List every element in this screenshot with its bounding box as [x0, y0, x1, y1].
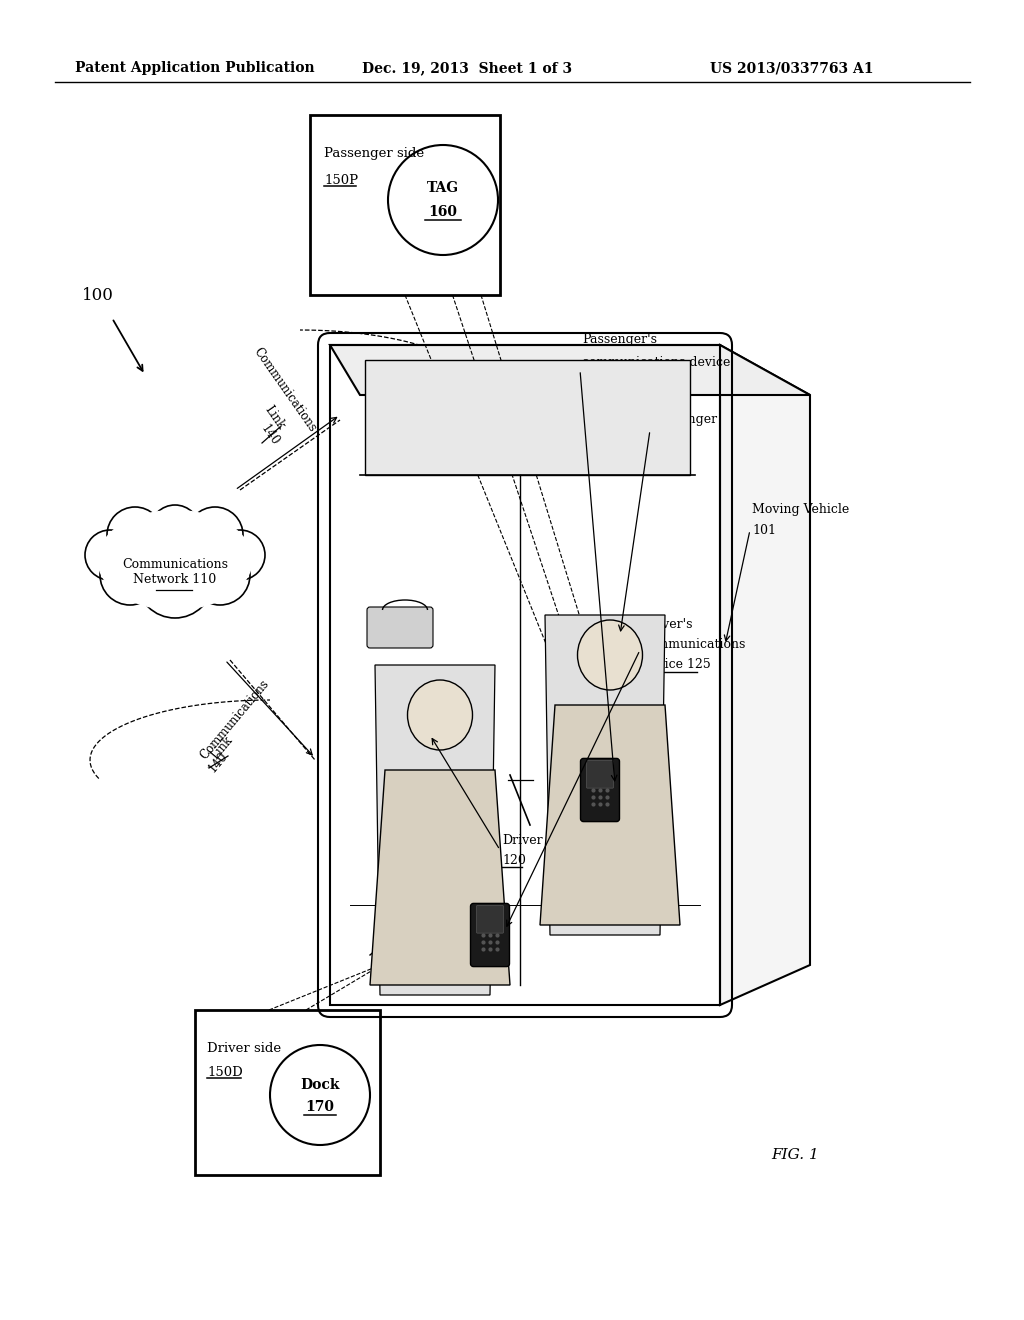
Circle shape [150, 506, 200, 554]
Circle shape [187, 507, 243, 564]
Circle shape [388, 145, 498, 255]
Text: device 125: device 125 [642, 659, 711, 672]
Circle shape [215, 531, 265, 579]
Text: 130: 130 [652, 433, 676, 446]
Text: 170: 170 [305, 1100, 335, 1114]
Text: Moving Vehicle: Moving Vehicle [752, 503, 849, 516]
Text: FIG. 1: FIG. 1 [771, 1148, 819, 1162]
Text: 101: 101 [752, 524, 776, 536]
Text: Passenger side: Passenger side [324, 147, 424, 160]
Polygon shape [375, 665, 495, 995]
Ellipse shape [98, 511, 252, 610]
Text: Dec. 19, 2013  Sheet 1 of 3: Dec. 19, 2013 Sheet 1 of 3 [362, 61, 572, 75]
Text: 150P: 150P [324, 173, 358, 186]
Circle shape [100, 545, 160, 605]
Circle shape [190, 545, 250, 605]
Text: TAG: TAG [427, 181, 459, 195]
Text: US 2013/0337763 A1: US 2013/0337763 A1 [710, 61, 873, 75]
Text: 100: 100 [82, 286, 114, 304]
Text: Communications
Network 110: Communications Network 110 [122, 558, 228, 586]
Text: Driver's: Driver's [642, 619, 692, 631]
Text: Link: Link [209, 734, 236, 762]
FancyBboxPatch shape [581, 759, 620, 821]
Text: communications device: communications device [582, 355, 730, 368]
Text: Driver side: Driver side [207, 1041, 282, 1055]
Text: 160: 160 [428, 205, 458, 219]
Text: Patent Application Publication: Patent Application Publication [75, 61, 314, 75]
Text: Communications: Communications [251, 346, 318, 434]
FancyBboxPatch shape [587, 760, 613, 788]
Text: Link: Link [262, 404, 288, 433]
Text: 135: 135 [582, 379, 606, 392]
Circle shape [106, 507, 163, 564]
Text: Passenger: Passenger [652, 413, 717, 426]
Text: 120: 120 [502, 854, 526, 866]
Ellipse shape [408, 680, 472, 750]
Text: 140: 140 [258, 422, 282, 447]
Text: Passenger's: Passenger's [582, 334, 657, 346]
FancyBboxPatch shape [367, 607, 433, 648]
Polygon shape [540, 705, 680, 925]
Text: 150D: 150D [207, 1065, 243, 1078]
Polygon shape [720, 345, 810, 1005]
FancyBboxPatch shape [310, 115, 500, 294]
Polygon shape [365, 360, 690, 475]
Polygon shape [545, 615, 665, 935]
Circle shape [270, 1045, 370, 1144]
FancyBboxPatch shape [476, 906, 504, 933]
Polygon shape [330, 345, 810, 395]
Text: 140: 140 [206, 750, 230, 775]
Polygon shape [370, 770, 510, 985]
Text: Dock: Dock [300, 1078, 340, 1092]
Text: communications: communications [642, 639, 745, 652]
Text: Driver: Driver [502, 833, 543, 846]
Ellipse shape [578, 620, 642, 690]
Text: Communications: Communications [198, 677, 272, 763]
FancyBboxPatch shape [470, 903, 510, 966]
Circle shape [85, 531, 135, 579]
FancyBboxPatch shape [195, 1010, 380, 1175]
Circle shape [137, 543, 213, 618]
